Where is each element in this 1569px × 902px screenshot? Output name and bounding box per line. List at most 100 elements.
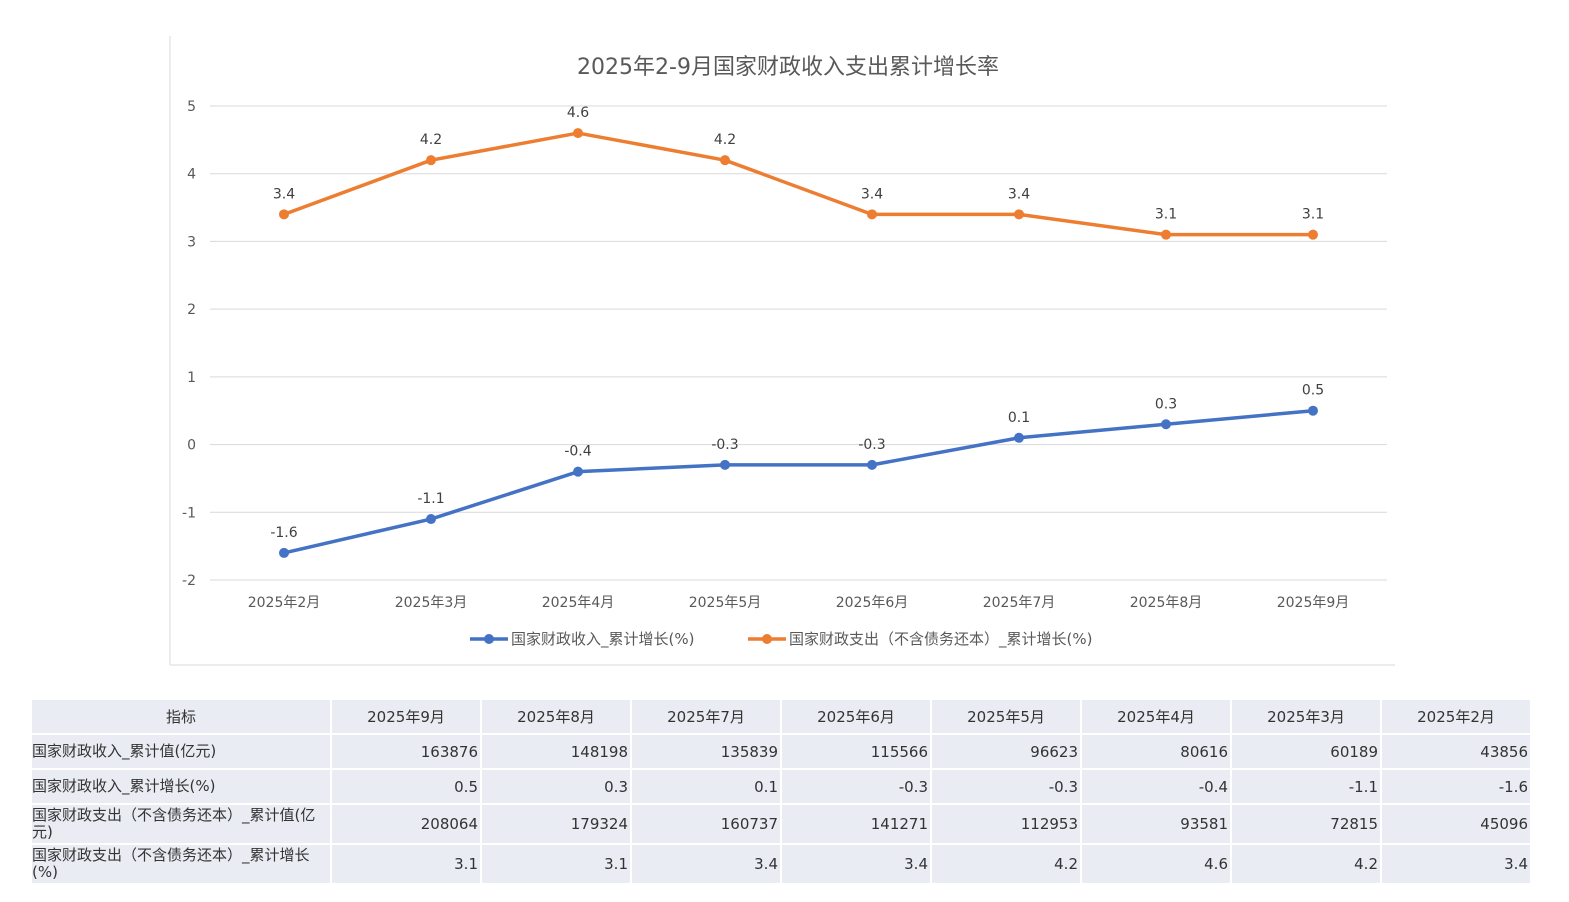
table-cell: 0.3: [482, 770, 630, 803]
line-chart: 2025年2-9月国家财政收入支出累计增长率 5 4 3 2 1 0 -1 -2 2025年2…: [169, 36, 1395, 666]
table-header-col: 2025年4月: [1082, 700, 1230, 733]
y-tick-label: 2: [187, 302, 196, 318]
x-tick-label: 2025年7月: [983, 595, 1056, 611]
data-label: -0.3: [858, 437, 885, 453]
table-header-col: 2025年3月: [1232, 700, 1380, 733]
data-point: [573, 466, 583, 477]
data-point: [1014, 432, 1024, 443]
data-point: [1014, 209, 1024, 220]
table-header-col: 2025年6月: [782, 700, 930, 733]
data-point: [279, 547, 289, 558]
table-header-col: 2025年9月: [332, 700, 480, 733]
data-label: 4.2: [714, 132, 736, 148]
table-cell: 179324: [482, 805, 630, 843]
data-point: [1308, 405, 1318, 416]
data-label: 3.4: [861, 186, 883, 202]
data-point: [720, 459, 730, 470]
table-row: 国家财政收入_累计增长(%) 0.5 0.3 0.1 -0.3 -0.3 -0.…: [32, 770, 1530, 803]
row-label: 国家财政支出（不含债务还本）_累计增长(%): [32, 845, 330, 883]
legend-swatch-marker: [762, 634, 772, 644]
legend-item: 国家财政收入_累计增长(%): [470, 630, 694, 649]
table-cell: 96623: [932, 735, 1080, 768]
data-label: -0.4: [564, 444, 591, 460]
table-cell: 148198: [482, 735, 630, 768]
y-tick-label: 5: [187, 99, 196, 115]
data-label: -0.3: [711, 437, 738, 453]
series-line: [282, 131, 1315, 237]
table-cell: -1.1: [1232, 770, 1380, 803]
x-tick-label: 2025年9月: [1277, 595, 1350, 611]
table-cell: 4.6: [1082, 845, 1230, 883]
data-point: [867, 459, 877, 470]
table-cell: 160737: [632, 805, 780, 843]
data-label: -1.1: [417, 491, 444, 507]
data-point: [426, 514, 436, 525]
y-tick-label: 1: [187, 370, 196, 386]
table-row: 国家财政支出（不含债务还本）_累计值(亿元) 208064 179324 160…: [32, 805, 1530, 843]
table-cell: -0.3: [932, 770, 1080, 803]
data-label: 3.1: [1302, 207, 1324, 223]
chart-panel: 2025年2-9月国家财政收入支出累计增长率 5 4 3 2 1 0 -1 -2 2025年2…: [169, 36, 1395, 666]
table-header-indicator: 指标: [32, 700, 330, 733]
table-cell: 80616: [1082, 735, 1230, 768]
data-label: 3.4: [1008, 186, 1030, 202]
legend: 国家财政收入_累计增长(%) 国家财政支出（不含债务还本）_累计增长(%): [470, 630, 1092, 649]
table-row: 国家财政支出（不含债务还本）_累计增长(%) 3.1 3.1 3.4 3.4 4…: [32, 845, 1530, 883]
table-cell: 0.5: [332, 770, 480, 803]
data-point: [279, 209, 289, 220]
table-header-row: 指标 2025年9月 2025年8月 2025年7月 2025年6月 2025年…: [32, 700, 1530, 733]
table-cell: 3.4: [782, 845, 930, 883]
table-header-col: 2025年7月: [632, 700, 780, 733]
series-2: 3.4 4.2 4.6 4.2 3.4 3.4 3.1 3.1: [273, 105, 1324, 240]
table-cell: 0.1: [632, 770, 780, 803]
table-cell: 3.4: [632, 845, 780, 883]
series-layer: -1.6 -1.1 -0.4 -0.3 -0.3 0.1 0.3 0.5 3.4 4.2 4.6 4.…: [270, 105, 1324, 558]
x-tick-label: 2025年8月: [1130, 595, 1203, 611]
data-point: [720, 155, 730, 166]
x-tick-label: 2025年5月: [689, 595, 762, 611]
table-cell: 72815: [1232, 805, 1380, 843]
row-label: 国家财政支出（不含债务还本）_累计值(亿元): [32, 805, 330, 843]
y-tick-label: 0: [187, 438, 196, 454]
data-label: 0.1: [1008, 410, 1030, 426]
table-cell: 45096: [1382, 805, 1530, 843]
data-label: 0.5: [1302, 383, 1324, 399]
data-point: [573, 128, 583, 139]
data-label: 3.4: [273, 186, 295, 202]
table-cell: 115566: [782, 735, 930, 768]
y-tick-label: 3: [187, 234, 196, 250]
legend-swatch-marker: [484, 634, 494, 644]
data-point: [1161, 229, 1171, 240]
table-cell: 3.4: [1382, 845, 1530, 883]
data-label: 0.3: [1155, 396, 1177, 412]
table-cell: 208064: [332, 805, 480, 843]
table-cell: 141271: [782, 805, 930, 843]
table-cell: 163876: [332, 735, 480, 768]
series-1: -1.6 -1.1 -0.4 -0.3 -0.3 0.1 0.3 0.5: [270, 383, 1324, 558]
table-cell: 60189: [1232, 735, 1380, 768]
table-cell: 135839: [632, 735, 780, 768]
series-line: [282, 408, 1315, 555]
table-cell: 93581: [1082, 805, 1230, 843]
row-label: 国家财政收入_累计增长(%): [32, 770, 330, 803]
legend-label: 国家财政支出（不含债务还本）_累计增长(%): [789, 630, 1092, 649]
table-header-col: 2025年2月: [1382, 700, 1530, 733]
x-tick-label: 2025年6月: [836, 595, 909, 611]
table-cell: -0.4: [1082, 770, 1230, 803]
table-cell: 43856: [1382, 735, 1530, 768]
data-point: [867, 209, 877, 220]
gridlines: [210, 105, 1387, 581]
table-cell: 4.2: [932, 845, 1080, 883]
table-row: 国家财政收入_累计值(亿元) 163876 148198 135839 1155…: [32, 735, 1530, 768]
x-tick-label: 2025年4月: [542, 595, 615, 611]
chart-title: 2025年2-9月国家财政收入支出累计增长率: [577, 55, 999, 80]
table-cell: -0.3: [782, 770, 930, 803]
table-header-col: 2025年5月: [932, 700, 1080, 733]
data-table: 指标 2025年9月 2025年8月 2025年7月 2025年6月 2025年…: [30, 698, 1532, 885]
table-cell: 3.1: [482, 845, 630, 883]
legend-item: 国家财政支出（不含债务还本）_累计增长(%): [748, 630, 1092, 649]
table-cell: 3.1: [332, 845, 480, 883]
x-tick-label: 2025年3月: [395, 595, 468, 611]
table-cell: 4.2: [1232, 845, 1380, 883]
y-tick-label: -2: [182, 573, 196, 589]
